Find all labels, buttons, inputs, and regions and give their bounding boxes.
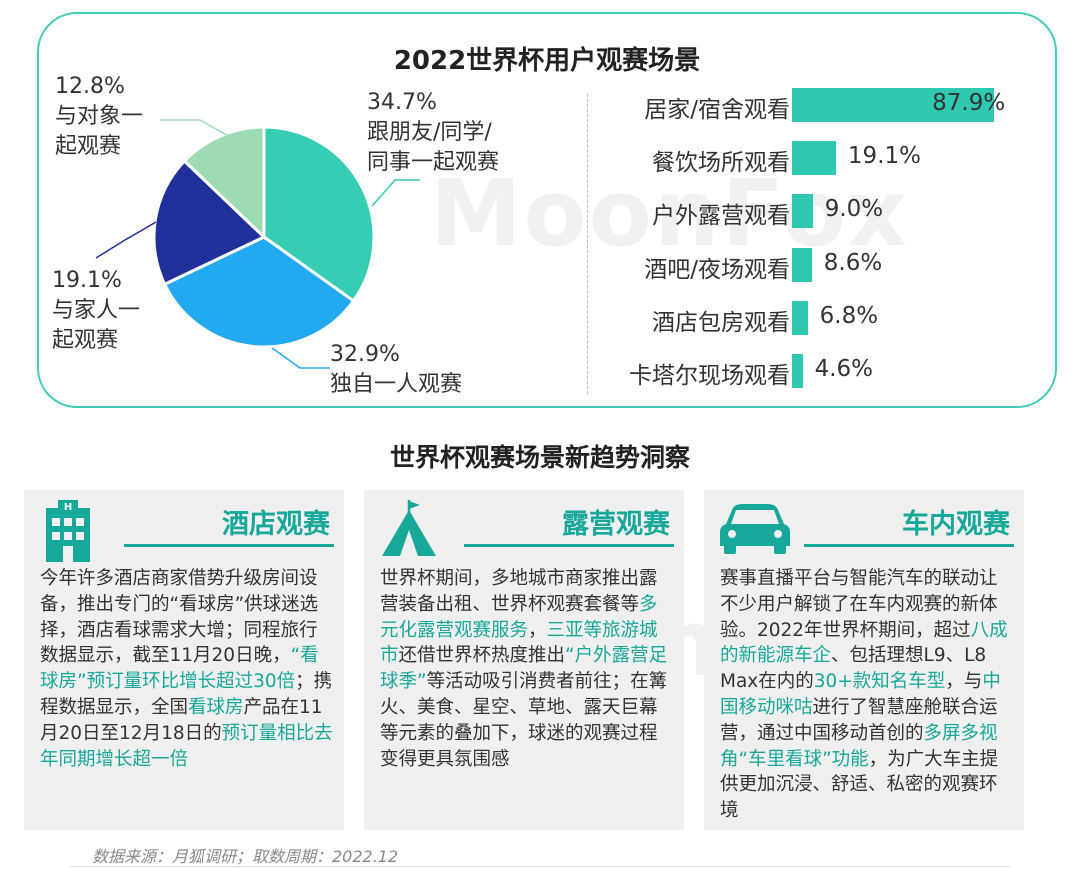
camping-tent-icon — [382, 500, 436, 556]
bar-category-label: 酒店包房观看 — [652, 309, 790, 336]
bar-row: 户外露营观看 9.0% — [560, 192, 1030, 232]
card-text: 世界杯期间，多地城市商家推出露营装备出租、世界杯观赛套餐等多元化露营观赛服务，三… — [380, 566, 674, 772]
pie-label-2: 19.1% 与家人一 起观赛 — [52, 266, 140, 356]
section-title: 世界杯观赛场景新趋势洞察 — [389, 443, 690, 472]
pie-leader-line-3 — [160, 119, 233, 139]
pie-leader-line-1 — [271, 347, 330, 369]
pie-category-label: 独自一人观赛 — [330, 372, 463, 397]
bar-category-label: 居家/宿舍观看 — [644, 97, 790, 123]
body-text: 等活动吸引消费者前往；在篝火、美食、星空、草地、露天巨幕等元素的叠加下，球迷的观… — [380, 671, 668, 770]
card-heading: 露营观赛 — [562, 509, 670, 540]
body-text: ；携程数据显示，全国 — [40, 671, 333, 718]
body-text: ，与 — [945, 671, 983, 693]
bar-row: 酒吧/夜场观看 8.6% — [560, 246, 1030, 286]
pie-label-1: 32.9% 独自一人观赛 — [330, 340, 462, 400]
body-text: 、包括理想L9、L8 Max在内的 — [720, 645, 987, 693]
body-text: ，为广大车主提供更加沉浸、舒适、私密的观赛环境 — [720, 748, 999, 822]
bar-value-label: 19.1% — [847, 143, 921, 170]
pie-slice-1 — [162, 235, 356, 349]
card-underline — [124, 544, 334, 547]
bar — [792, 88, 995, 122]
pie-category-label: 与家人一 起观赛 — [52, 298, 141, 353]
hotel-building-icon: H — [46, 500, 90, 562]
card-underline — [464, 544, 674, 547]
pie-leader-line-0 — [371, 179, 420, 207]
bottom-rule — [70, 866, 1010, 867]
card-text: 今年许多酒店商家借势升级房间设备，推出专门的“看球房”供球迷选择，酒店看球需求大… — [40, 566, 334, 772]
bar — [792, 247, 812, 282]
bar-value-label: 4.6% — [814, 356, 874, 382]
bar-row: 酒店包房观看 6.8% — [560, 299, 1030, 339]
body-text: 今年许多酒店商家借势升级房间设备，推出专门的“看球房”供球迷选择，酒店看球需求大… — [40, 568, 319, 667]
body-text: ， — [528, 619, 547, 641]
card-underline — [804, 544, 1014, 547]
pie-label-3: 12.8% 与对象一 起观赛 — [55, 72, 143, 162]
card-heading: 酒店观赛 — [222, 509, 330, 540]
bar-value-label: 87.9% — [932, 90, 1006, 116]
body-text: 世界杯期间，多地城市商家推出露营装备出租、世界杯观赛套餐等 — [380, 568, 658, 615]
bar-category-label: 户外露营观看 — [652, 203, 790, 230]
chart-title: 2022世界杯用户观赛场景 — [393, 46, 701, 76]
pie-value-label: 32.9% — [330, 342, 400, 367]
pie-value-label: 34.7% — [367, 90, 437, 115]
bar — [792, 354, 803, 388]
card-camping: 露营观赛 世界杯期间，多地城市商家推出露营装备出租、世界杯观赛套餐等多元化露营观… — [364, 490, 684, 830]
pie-slice-0 — [262, 125, 376, 304]
bar-category-label: 卡塔尔现场观看 — [629, 363, 790, 389]
body-text: 赛事直播平台与智能汽车的联动让不少用户解锁了在车内观赛的新体验。2022年世界杯… — [720, 568, 998, 641]
body-text: 进行了智慧座舱联合运营，通过中国移动首创的 — [720, 696, 998, 744]
highlight-text: 中国移动咪咕 — [720, 671, 1001, 718]
bar — [792, 141, 836, 176]
pie-category-label: 与对象一 起观赛 — [55, 104, 144, 159]
pie-value-label: 19.1% — [52, 268, 122, 293]
bar — [792, 300, 808, 335]
card-hotel: H 酒店观赛 今年许多酒店商家借势升级房间设备，推出专门的“看球房”供球迷选择，… — [24, 490, 344, 830]
bar-row: 卡塔尔现场观看 4.6% — [560, 352, 1030, 392]
panel-divider — [587, 94, 588, 394]
bar — [792, 194, 813, 229]
highlight-text: 八成的新能源车企 — [720, 619, 1008, 667]
bar-value-label: 8.6% — [823, 249, 883, 276]
bar-category-label: 餐饮场所观看 — [652, 150, 790, 177]
bar-row: 餐饮场所观看 19.1% — [560, 139, 1030, 179]
pie-value-label: 12.8% — [55, 74, 125, 99]
svg-text:H: H — [64, 502, 72, 513]
highlight-text: 多元化露营观赛服务 — [380, 593, 658, 641]
pie-category-label: 跟朋友/同学/ 同事一起观赛 — [367, 120, 500, 175]
pie-label-0: 34.7% 跟朋友/同学/ 同事一起观赛 — [367, 88, 499, 178]
bar-row: 居家/宿舍观看 87.9% — [560, 86, 1030, 126]
highlight-text: 三亚等旅游城市 — [380, 619, 658, 667]
highlight-text: 预订量相比去年同期增长超一倍 — [40, 722, 333, 770]
pie-slice-2 — [152, 158, 267, 287]
bar-category-label: 酒吧/夜场观看 — [644, 256, 790, 283]
card-text: 赛事直播平台与智能汽车的联动让不少用户解锁了在车内观赛的新体验。2022年世界杯… — [720, 566, 1014, 824]
car-icon — [720, 504, 790, 554]
bar-value-label: 9.0% — [824, 196, 884, 223]
highlight-text: “户外露营足球季” — [380, 645, 668, 693]
highlight-text: 30+款知名车型 — [813, 671, 946, 693]
pie-leader-line-2 — [95, 221, 157, 259]
highlight-text: 看球房 — [188, 696, 244, 718]
body-text: 还借世界杯热度推出 — [398, 645, 566, 667]
data-source: 数据来源：月狐调研；取数周期：2022.12 — [92, 847, 399, 866]
bar-value-label: 6.8% — [819, 302, 879, 329]
pie-slice-3 — [182, 125, 266, 241]
highlight-text: 多屏多视角“车里看球”功能 — [720, 722, 998, 770]
highlight-text: “看球房”预订量环比增长超过30倍 — [40, 645, 319, 693]
pie-chart — [95, 119, 420, 369]
card-car: 车内观赛 赛事直播平台与智能汽车的联动让不少用户解锁了在车内观赛的新体验。202… — [704, 490, 1024, 830]
body-text: 产品在11月20日至12月18日的 — [40, 696, 323, 744]
card-heading: 车内观赛 — [902, 509, 1010, 540]
